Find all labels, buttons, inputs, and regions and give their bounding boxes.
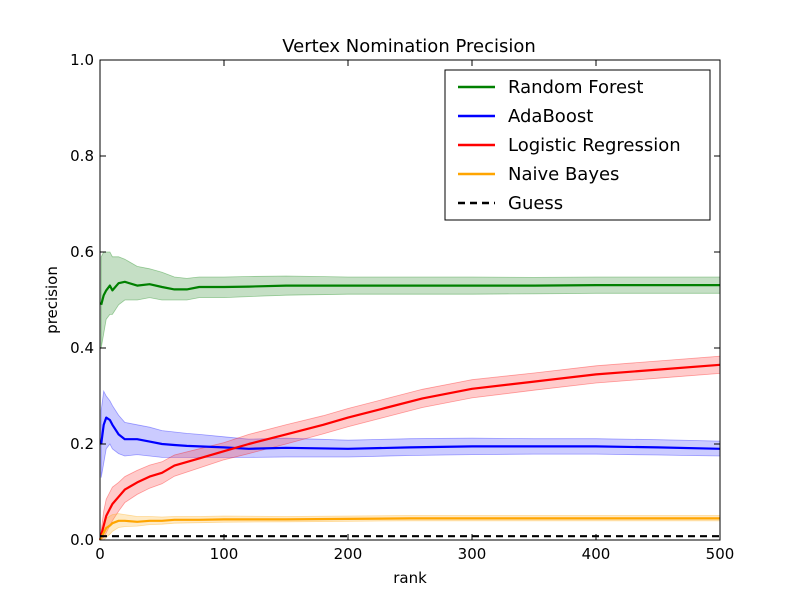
x-tick-label: 400 — [582, 545, 611, 563]
x-tick-label: 100 — [210, 545, 239, 563]
y-axis: 0.0 0.2 0.4 0.6 0.8 1.0 — [70, 51, 720, 549]
x-axis: 0 100 200 300 400 500 — [95, 60, 734, 563]
y-tick-label: 0.0 — [70, 531, 94, 549]
legend-label-guess: Guess — [508, 193, 563, 214]
legend-label-random-forest: Random Forest — [508, 77, 643, 98]
y-axis-label: precision — [43, 266, 61, 334]
chart-title: Vertex Nomination Precision — [282, 36, 536, 57]
y-tick-label: 0.8 — [70, 147, 94, 165]
naive-bayes-line — [99, 517, 720, 541]
series-lines — [98, 280, 721, 541]
plot-frame — [99, 59, 721, 541]
random-forest-line — [100, 280, 720, 306]
x-tick-label: 200 — [334, 545, 363, 563]
legend-label-adaboost: AdaBoost — [508, 106, 593, 127]
logistic-regression-line — [98, 363, 721, 541]
legend-label-logistic-regression: Logistic Regression — [508, 135, 681, 156]
y-tick-label: 0.4 — [70, 339, 94, 357]
x-tick-label: 0 — [95, 545, 105, 563]
y-tick-label: 0.6 — [70, 243, 94, 261]
y-tick-label: 0.2 — [70, 435, 94, 453]
x-tick-label: 500 — [706, 545, 735, 563]
x-axis-label: rank — [393, 569, 427, 587]
adaboost-line — [100, 416, 721, 450]
y-tick-label: 1.0 — [70, 51, 94, 69]
legend: Random Forest AdaBoost Logistic Regression… — [444, 69, 711, 221]
x-tick-label: 300 — [458, 545, 487, 563]
legend-label-naive-bayes: Naive Bayes — [508, 164, 619, 185]
